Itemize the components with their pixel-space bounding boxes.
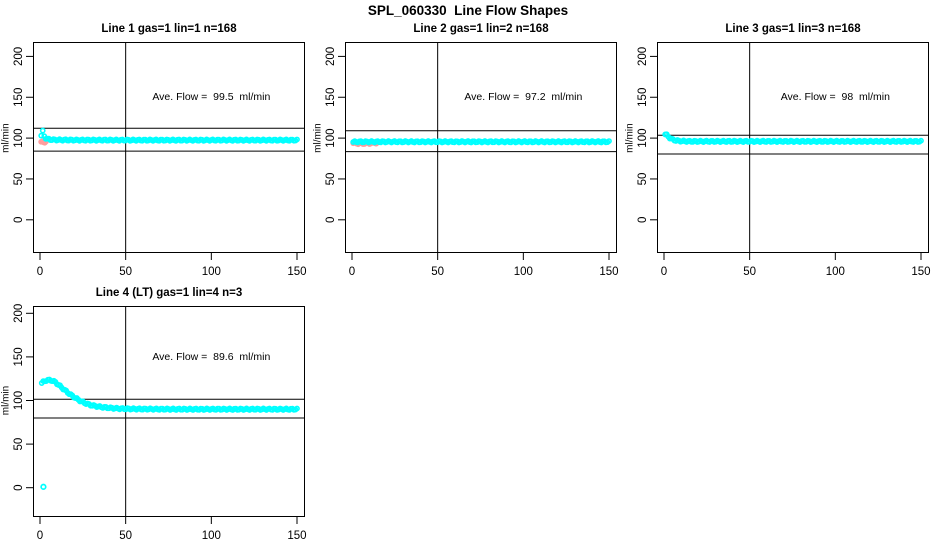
panel-line-1: Line 1 gas=1 lin=1 n=168 0 50 100 150 0 50 100… [1,23,307,278]
x-tick-label: 0 [661,266,667,278]
x-tick-label: 100 [202,266,221,278]
plot-area: 0 50 100 150 0 50 100 150 200 ml/min [1,42,307,278]
x-tick-label: 150 [599,266,618,278]
x-tick-label: 50 [743,266,756,278]
x-tick-label: 100 [202,530,221,540]
panel-title: Line 3 gas=1 lin=3 n=168 [725,23,861,35]
y-tick-label: 200 [637,47,649,66]
y-tick-label: 0 [325,217,337,223]
panel-line-2: Line 2 gas=1 lin=2 n=168 0 50 100 150 0 50 100… [313,23,619,278]
plot-border [345,42,617,253]
y-tick-label: 200 [13,304,25,323]
plot-area: 0 50 100 150 0 50 100 150 200 ml/min [313,42,619,278]
flow-point [294,136,300,143]
x-tick-label: 0 [37,266,43,278]
plot-border [33,306,305,517]
plot-area: 0 50 100 150 0 50 100 150 200 ml/min [1,304,307,540]
y-axis-label: ml/min [625,123,636,152]
x-tick-label: 50 [119,530,132,540]
panel-line-4: Line 4 (LT) gas=1 lin=4 n=3 0 50 100 150 0 50… [1,287,307,540]
x-tick-label: 150 [911,266,930,278]
y-tick-label: 50 [637,173,649,186]
plot-border [657,42,929,253]
y-tick-label: 50 [13,173,25,186]
outlier-point [40,483,47,490]
flow-point [39,127,46,134]
panel-title: Line 2 gas=1 lin=2 n=168 [413,23,549,35]
x-tick-label: 100 [826,266,845,278]
y-tick-label: 200 [13,47,25,66]
flow-point [294,405,300,412]
x-tick-label: 0 [37,530,43,540]
flow-point [918,137,924,144]
panel-title: Line 4 (LT) gas=1 lin=4 n=3 [95,287,243,299]
flow-point [38,132,45,139]
panel-title: Line 1 gas=1 lin=1 n=168 [101,23,237,35]
ave-flow-annotation: Ave. Flow = 99.5 ml/min [152,91,271,104]
y-axis-label: ml/min [1,123,12,152]
page-title: SPL_060330 Line Flow Shapes [367,3,569,18]
y-tick-label: 0 [637,217,649,223]
y-axis-label: ml/min [1,386,12,415]
x-tick-label: 150 [287,530,306,540]
x-tick-label: 50 [119,266,132,278]
y-tick-label: 100 [325,129,337,148]
x-tick-label: 100 [514,266,533,278]
y-tick-label: 100 [13,391,25,410]
y-tick-label: 50 [13,438,25,451]
y-tick-label: 0 [13,484,25,490]
ave-flow-annotation: Ave. Flow = 98 ml/min [780,91,890,104]
y-tick-label: 0 [13,217,25,223]
y-tick-label: 150 [325,88,337,107]
y-tick-label: 150 [13,347,25,366]
x-tick-label: 0 [349,266,355,278]
ave-flow-annotation: Ave. Flow = 89.6 ml/min [152,350,271,363]
y-axis-label: ml/min [313,123,324,152]
plot-area: 0 50 100 150 0 50 100 150 200 ml/min [625,42,931,278]
ave-flow-annotation: Ave. Flow = 97.2 ml/min [464,91,583,104]
x-tick-label: 50 [431,266,444,278]
flow-point [606,138,612,145]
panel-line-3: Line 3 gas=1 lin=3 n=168 0 50 100 150 0 50 100… [625,23,931,278]
x-tick-label: 150 [287,266,306,278]
y-tick-label: 100 [13,129,25,148]
plot-border [33,42,305,253]
y-tick-label: 150 [637,88,649,107]
y-tick-label: 100 [637,129,649,148]
y-tick-label: 50 [325,173,337,186]
y-tick-label: 150 [13,88,25,107]
y-tick-label: 200 [325,47,337,66]
